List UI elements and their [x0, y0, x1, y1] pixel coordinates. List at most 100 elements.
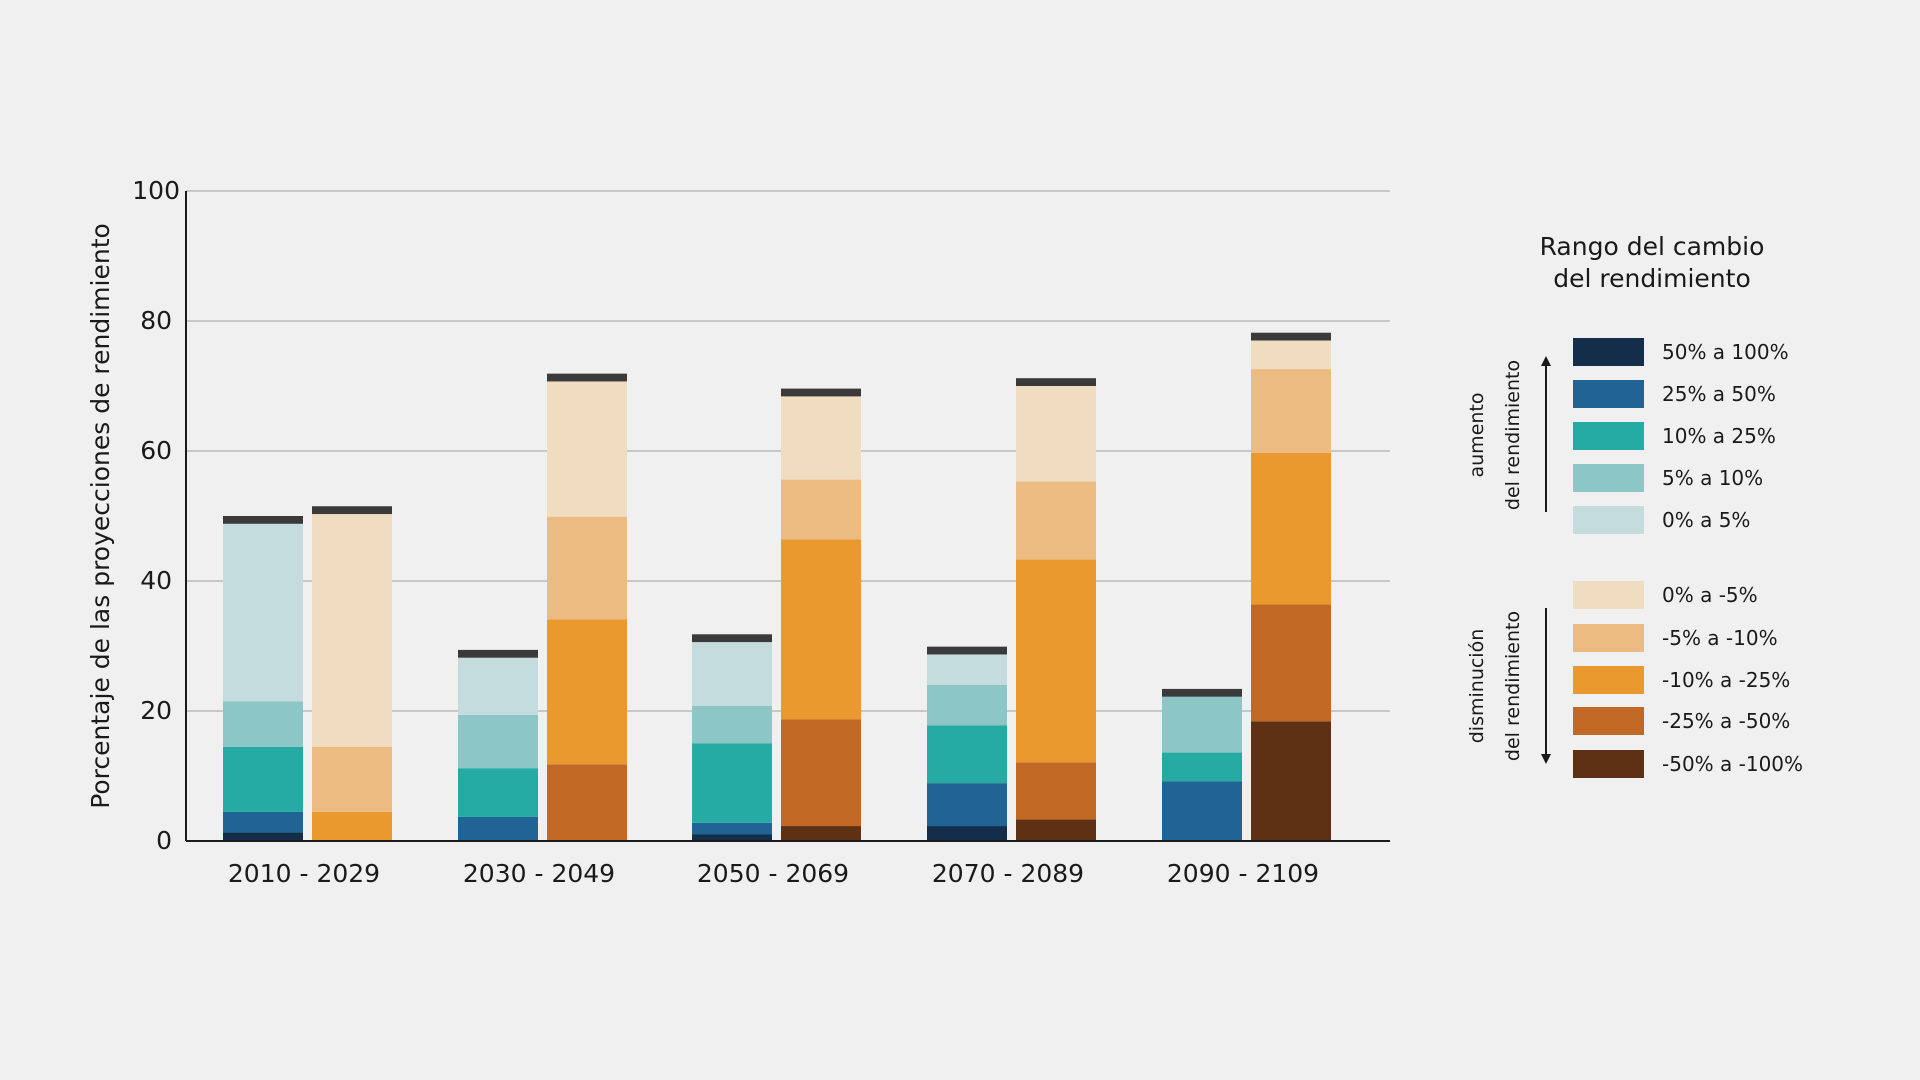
legend-label: 10% a 25%: [1662, 424, 1776, 448]
x-tick-label: 2010 - 2029: [228, 859, 380, 888]
bar-segment: [312, 811, 392, 841]
bar-segment: [223, 832, 303, 841]
x-tick-label: 2090 - 2109: [1167, 859, 1319, 888]
legend-swatch: [1573, 380, 1644, 408]
legend-title-line1: Rango del cambio: [1540, 232, 1765, 261]
bar-segment: [927, 725, 1007, 784]
bar-segment: [1162, 696, 1242, 753]
bar-cap: [927, 646, 1007, 655]
legend-swatch: [1573, 666, 1644, 694]
bar-segment: [692, 642, 772, 706]
bar-segment: [781, 826, 861, 841]
bar-cap: [458, 649, 538, 658]
bar-segment: [927, 826, 1007, 841]
bar-cap: [312, 506, 392, 515]
bar-segment: [692, 743, 772, 823]
bar-segment: [1016, 762, 1096, 820]
bar-segment: [223, 746, 303, 812]
bar-segment: [927, 654, 1007, 685]
bar-segment: [1016, 819, 1096, 841]
decrease-group-label-line1: disminución: [1466, 629, 1488, 744]
bar-segment: [1251, 340, 1331, 370]
bar-segment: [1016, 559, 1096, 763]
legend-swatch: [1573, 506, 1644, 534]
increase-arrow-head: [1541, 356, 1551, 366]
bar-segment: [223, 811, 303, 833]
bar-segment: [1016, 386, 1096, 482]
y-tick-label: 100: [132, 176, 180, 205]
bars: [223, 332, 1331, 841]
legend-swatch: [1573, 707, 1644, 735]
bar-segment: [547, 764, 627, 841]
bar-cap: [547, 373, 627, 382]
legend: Rango del cambio del rendimiento aumento…: [1466, 232, 1803, 778]
bar-segment: [223, 523, 303, 702]
bar-segment: [223, 701, 303, 747]
y-tick-label: 20: [140, 696, 172, 725]
legend-label: -10% a -25%: [1662, 668, 1790, 692]
bar-segment: [547, 381, 627, 517]
y-axis-title: Porcentaje de las proyecciones de rendim…: [86, 223, 115, 809]
bar-segment: [692, 705, 772, 744]
legend-label: -5% a -10%: [1662, 626, 1778, 650]
legend-label: 25% a 50%: [1662, 382, 1776, 406]
bar-segment: [781, 479, 861, 540]
legend-label: 0% a 5%: [1662, 508, 1750, 532]
bar-segment: [312, 514, 392, 747]
bar-segment: [781, 719, 861, 827]
legend-swatch: [1573, 750, 1644, 778]
legend-title-line2: del rendimiento: [1553, 264, 1751, 293]
legend-swatch: [1573, 581, 1644, 609]
y-tick-label: 80: [140, 306, 172, 335]
legend-swatch: [1573, 464, 1644, 492]
bar-segment: [781, 396, 861, 480]
bar-cap: [692, 634, 772, 643]
legend-label: -50% a -100%: [1662, 752, 1803, 776]
increase-group-label-line1: aumento: [1466, 393, 1488, 478]
increase-group-label-line2: del rendimiento: [1502, 360, 1524, 510]
bar-segment: [1251, 721, 1331, 841]
x-tick-label: 2030 - 2049: [463, 859, 615, 888]
axes: [185, 191, 1390, 842]
bar-segment: [781, 539, 861, 720]
bar-cap: [1162, 688, 1242, 697]
bar-segment: [547, 619, 627, 765]
y-tick-label: 40: [140, 566, 172, 595]
bar-segment: [1162, 752, 1242, 782]
bar-cap: [781, 388, 861, 397]
bar-segment: [1251, 452, 1331, 605]
legend-label: 5% a 10%: [1662, 466, 1763, 490]
bar-segment: [927, 685, 1007, 726]
y-tick-label: 60: [140, 436, 172, 465]
bar-segment: [692, 834, 772, 841]
decrease-arrow-head: [1541, 754, 1551, 764]
bar-segment: [458, 714, 538, 769]
bar-cap: [1016, 378, 1096, 386]
bar-segment: [927, 783, 1007, 827]
legend-label: 0% a -5%: [1662, 583, 1758, 607]
x-tick-labels: 2010 - 2029 2030 - 2049 2050 - 2069 2070 - …: [228, 859, 1319, 888]
legend-label: 50% a 100%: [1662, 340, 1789, 364]
y-tick-label: 0: [156, 826, 172, 855]
bar-segment: [1162, 781, 1242, 841]
bar-segment: [458, 657, 538, 715]
bar-segment: [458, 816, 538, 841]
legend-swatch: [1573, 624, 1644, 652]
bar-cap: [223, 516, 303, 524]
bar-segment: [458, 768, 538, 817]
bar-segment: [312, 746, 392, 812]
legend-items: 50% a 100% 25% a 50% 10% a 25% 5% a 10% 0% a…: [1573, 338, 1803, 778]
legend-label: -25% a -50%: [1662, 709, 1790, 733]
legend-swatch: [1573, 338, 1644, 366]
bar-segment: [1016, 481, 1096, 560]
bar-segment: [692, 822, 772, 835]
bar-segment: [547, 516, 627, 620]
x-tick-label: 2070 - 2089: [932, 859, 1084, 888]
bar-cap: [1251, 332, 1331, 341]
decrease-group-label-line2: del rendimiento: [1502, 611, 1524, 761]
y-tick-labels: 0 20 40 60 80 100: [132, 176, 180, 855]
legend-swatch: [1573, 422, 1644, 450]
x-tick-label: 2050 - 2069: [697, 859, 849, 888]
bar-segment: [1251, 604, 1331, 722]
